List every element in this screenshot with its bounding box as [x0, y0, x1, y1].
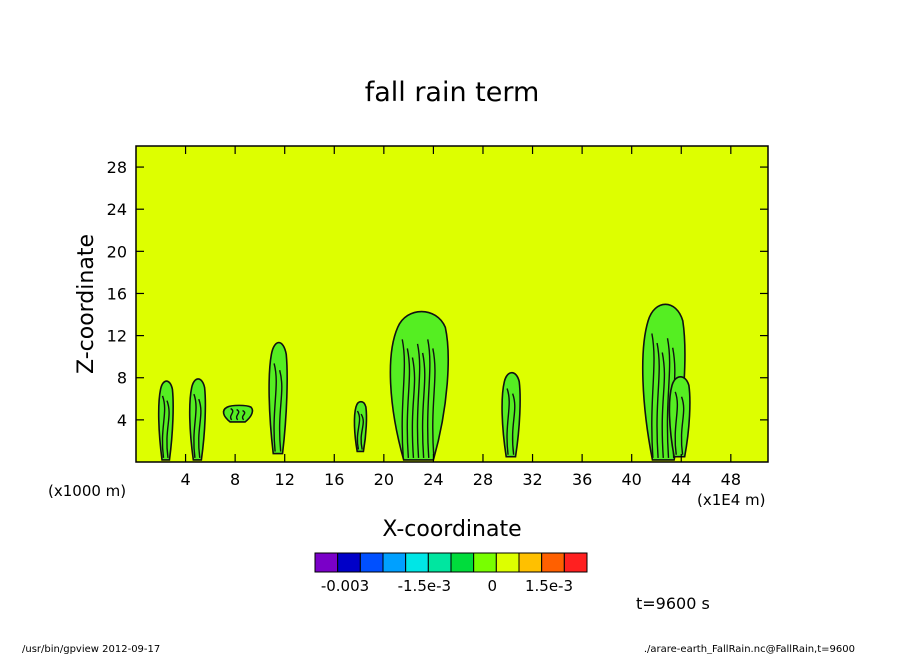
y-axis-ticks: 4 8 12 16 20 24 28 [107, 158, 768, 430]
colorbar-swatch [405, 552, 429, 573]
x-tick-label: 16 [324, 470, 344, 489]
y-tick-label: 12 [107, 327, 127, 346]
cell-x11 [268, 341, 288, 455]
colorbar-swatch [518, 552, 543, 573]
y-axis-label: Z-coordinate [74, 234, 99, 374]
colorbar-swatch [427, 552, 452, 573]
cell-x5 [188, 378, 207, 461]
colorbar [314, 552, 588, 573]
x-tick-label: 8 [230, 470, 240, 489]
colorbar-label: 0 [488, 577, 498, 595]
colorbar-swatch [450, 552, 475, 573]
x-tick-label: 44 [671, 470, 691, 489]
x-tick-label: 24 [423, 470, 443, 489]
x-tick-label: 40 [622, 470, 642, 489]
y-unit-label: (x1000 m) [48, 482, 126, 500]
colorbar-swatch [495, 552, 520, 573]
colorbar-swatch [473, 552, 497, 573]
colorbar-label: -1.5e-3 [398, 577, 451, 595]
x-tick-label: 36 [572, 470, 592, 489]
cell-x22 [389, 310, 449, 461]
colorbar-label: 1.5e-3 [525, 577, 573, 595]
footer-left: /usr/bin/gpview 2012-09-17 [22, 644, 160, 654]
plot-frame [135, 145, 769, 463]
y-tick-label: 24 [107, 200, 127, 219]
y-tick-label: 20 [107, 242, 127, 261]
x-unit-label: (x1E4 m) [697, 491, 766, 509]
y-tick-label: 8 [117, 369, 127, 388]
y-tick-label: 16 [107, 284, 127, 303]
colorbar-swatch [359, 552, 384, 573]
footer-right: ./arare-earth_FallRain.nc@FallRain,t=960… [644, 644, 855, 654]
colorbar-swatch [337, 552, 361, 573]
colorbar-labels: -0.003 -1.5e-3 0 1.5e-3 [321, 577, 573, 595]
cell-x18 [353, 400, 368, 453]
contour-cells [157, 303, 691, 461]
x-tick-label: 20 [374, 470, 394, 489]
chart-title: fall rain term [365, 77, 540, 108]
cell-x30 [501, 371, 521, 458]
time-label: t=9600 s [636, 594, 710, 613]
x-tick-label: 28 [473, 470, 493, 489]
colorbar-swatch [382, 552, 407, 573]
x-axis-label: X-coordinate [382, 517, 521, 542]
colorbar-swatch [314, 552, 339, 573]
x-tick-label: 48 [721, 470, 741, 489]
x-tick-label: 12 [275, 470, 295, 489]
colorbar-swatch [563, 552, 588, 573]
cell-x8 [222, 404, 254, 423]
x-tick-label: 32 [522, 470, 542, 489]
y-tick-label: 4 [117, 411, 127, 430]
x-axis-ticks: 4 8 12 16 20 24 28 32 36 40 44 48 [180, 146, 741, 489]
colorbar-label: -0.003 [321, 577, 369, 595]
cell-x2 [157, 380, 174, 461]
cell-x44 [668, 376, 691, 458]
colorbar-swatch [541, 552, 565, 573]
y-tick-label: 28 [107, 158, 127, 177]
x-tick-label: 4 [180, 470, 190, 489]
